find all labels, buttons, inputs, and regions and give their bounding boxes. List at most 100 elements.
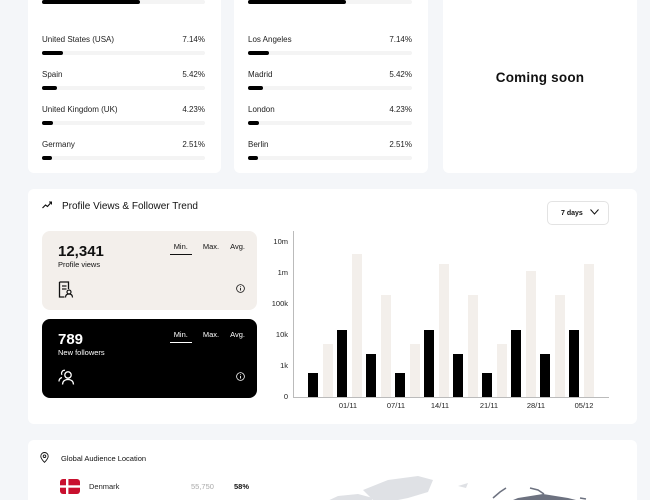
chart-bar-views[interactable]	[554, 294, 565, 397]
list-item-header: United States (USA) 7.14%	[42, 35, 205, 44]
chart-bar-views[interactable]	[438, 263, 449, 397]
list-item: United States (USA) 7.14%	[42, 35, 205, 55]
list-item: Los Angeles 7.14%	[248, 35, 412, 55]
info-icon[interactable]	[236, 368, 245, 386]
progress-bar	[42, 51, 205, 55]
tab-max[interactable]: Max.	[202, 242, 220, 251]
list-item-label: Germany	[42, 140, 75, 149]
chart-bar-views[interactable]	[409, 344, 420, 397]
progress-fill	[42, 156, 52, 160]
progress-bar	[42, 0, 205, 4]
x-tick-label: 21/11	[479, 401, 499, 410]
denmark-flag-icon	[60, 479, 80, 494]
chart-bar-views[interactable]	[380, 294, 391, 397]
chart-bar-views[interactable]	[322, 344, 333, 397]
progress-bar	[42, 86, 205, 90]
y-tick-label: 1k	[280, 361, 288, 370]
chart-bar-views[interactable]	[467, 294, 478, 397]
progress-fill	[248, 86, 263, 90]
chart-bar-followers[interactable]	[453, 353, 463, 397]
list-item-percentage: 2.51%	[182, 140, 205, 149]
chart-bar-followers[interactable]	[308, 372, 318, 397]
tab-max[interactable]: Max.	[202, 330, 220, 339]
progress-bar	[42, 156, 205, 160]
info-icon[interactable]	[236, 280, 245, 298]
location-pin-icon	[40, 452, 49, 465]
tab-avg[interactable]: Avg.	[230, 330, 245, 339]
list-item-percentage: 4.23%	[182, 105, 205, 114]
list-item-header: Berlin 2.51%	[248, 140, 412, 149]
chart-bar-views[interactable]	[351, 254, 362, 397]
location-title: Global Audience Location	[61, 454, 147, 463]
chart-bar-followers[interactable]	[366, 353, 376, 397]
location-row[interactable]: Denmark 55,750 58%	[60, 479, 260, 495]
y-tick-label: 10m	[273, 237, 288, 246]
progress-bar	[248, 0, 412, 4]
range-dropdown[interactable]: 7 days	[547, 201, 609, 225]
list-item-percentage: 5.42%	[389, 70, 412, 79]
list-item-header: London 4.23%	[248, 105, 412, 114]
profile-trend-card: Profile Views & Follower Trend 7 days 12…	[28, 189, 637, 424]
location-header: Global Audience Location	[40, 452, 146, 465]
list-item-label: London	[248, 105, 275, 114]
x-tick-label: 14/11	[430, 401, 450, 410]
x-tick-label: 01/11	[338, 401, 358, 410]
world-map[interactable]	[268, 458, 628, 500]
progress-fill	[42, 121, 54, 125]
chart-bar-views[interactable]	[583, 263, 594, 397]
y-axis	[293, 231, 294, 397]
y-tick-label: 1m	[277, 268, 288, 277]
progress-fill	[248, 156, 258, 160]
metric-label: Profile views	[58, 260, 101, 269]
users-icon	[58, 369, 76, 390]
trend-header: Profile Views & Follower Trend	[42, 201, 198, 212]
chevron-down-icon	[590, 209, 599, 217]
chart-bar-followers[interactable]	[511, 329, 521, 397]
audience-location-card: Global Audience Location Denmark 55,750 …	[28, 440, 637, 500]
coming-soon-label: Coming soon	[495, 70, 585, 85]
chart-bar-views[interactable]	[525, 270, 536, 397]
list-item: London 4.23%	[248, 105, 412, 125]
y-tick-label: 10k	[275, 330, 288, 339]
chart-bar-followers[interactable]	[424, 329, 434, 397]
list-item-header: Madrid 5.42%	[248, 70, 412, 79]
progress-bar	[248, 86, 412, 90]
progress-fill	[42, 51, 64, 55]
top-cities-card: Los Angeles 7.14% Madrid 5.42% London 4.23% Be…	[234, 0, 428, 173]
list-item-header: Germany 2.51%	[42, 140, 205, 149]
trend-title: Profile Views & Follower Trend	[62, 201, 198, 212]
chart-bar-followers[interactable]	[395, 372, 405, 397]
list-item-percentage: 2.51%	[389, 140, 412, 149]
tab-min[interactable]: Min.	[169, 242, 192, 255]
location-count: 55,750	[191, 482, 214, 491]
progress-fill	[248, 0, 347, 4]
chart-bar-views[interactable]	[496, 344, 507, 397]
list-item-header: Los Angeles 7.14%	[248, 35, 412, 44]
list-item-percentage: 7.14%	[389, 35, 412, 44]
top-countries-card: United States (USA) 7.14% Spain 5.42% United…	[28, 0, 221, 173]
list-item-label: United States (USA)	[42, 35, 115, 44]
tab-avg[interactable]: Avg.	[230, 242, 245, 251]
chart-bar-followers[interactable]	[482, 372, 492, 397]
metric-tabs: Min. Max. Avg.	[169, 330, 245, 343]
chart-bar-followers[interactable]	[569, 329, 579, 397]
progress-bar	[42, 121, 205, 125]
x-tick-label: 07/11	[386, 401, 406, 410]
list-item-label: United Kingdom (UK)	[42, 105, 118, 114]
document-user-icon	[58, 281, 74, 303]
trend-icon	[42, 201, 52, 212]
progress-bar	[248, 51, 412, 55]
tab-min[interactable]: Min.	[169, 330, 192, 343]
list-item-label: Madrid	[248, 70, 273, 79]
profile-views-metric: 12,341 Profile views Min. Max. Avg.	[42, 231, 257, 310]
list-item-header: Spain 5.42%	[42, 70, 205, 79]
chart-bar-followers[interactable]	[540, 353, 550, 397]
progress-bar	[248, 121, 412, 125]
list-item-header: United Kingdom (UK) 4.23%	[42, 105, 205, 114]
location-country: Denmark	[89, 482, 120, 491]
list-item-label: Los Angeles	[248, 35, 292, 44]
chart-bar-followers[interactable]	[337, 329, 347, 397]
progress-fill	[248, 51, 270, 55]
progress-bar	[248, 156, 412, 160]
metric-tabs: Min. Max. Avg.	[169, 242, 245, 255]
